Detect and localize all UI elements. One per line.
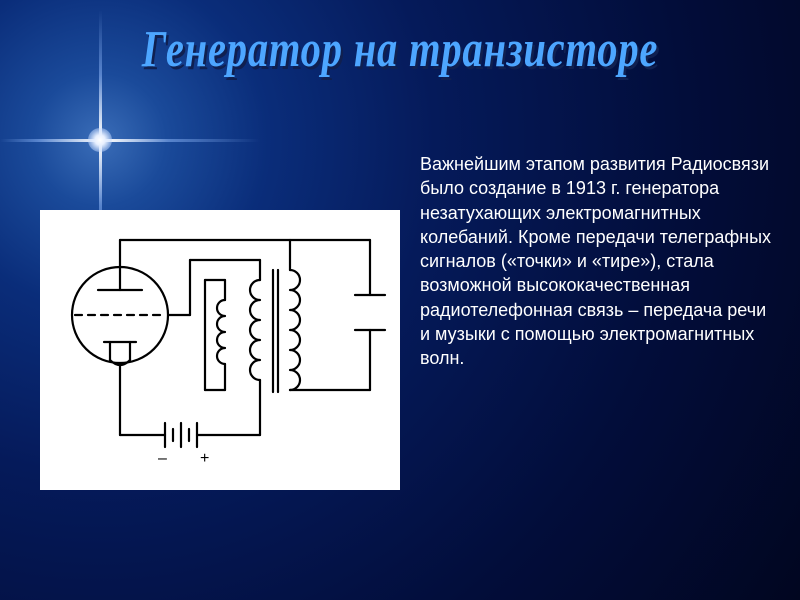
slide-title: Генератор на транзисторе	[142, 20, 658, 79]
body-text: Важнейшим этапом развития Радиосвязи был…	[420, 152, 780, 371]
flare-horizontal	[0, 139, 260, 142]
circuit-svg: – +	[50, 220, 390, 480]
circuit-diagram: – +	[40, 210, 400, 490]
battery-plus-label: +	[200, 450, 209, 467]
flare-core	[88, 128, 112, 152]
battery-minus-label: –	[158, 450, 167, 467]
